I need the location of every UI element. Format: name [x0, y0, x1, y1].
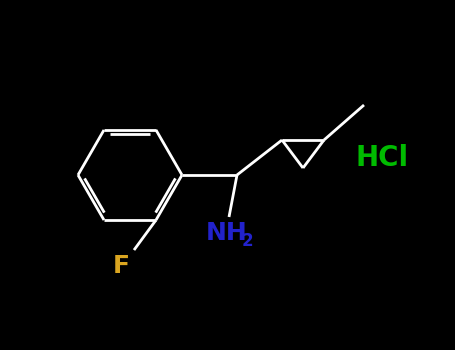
Text: 2: 2: [241, 232, 253, 250]
Text: HCl: HCl: [355, 144, 408, 172]
Text: NH: NH: [206, 221, 248, 245]
Text: F: F: [113, 254, 130, 278]
